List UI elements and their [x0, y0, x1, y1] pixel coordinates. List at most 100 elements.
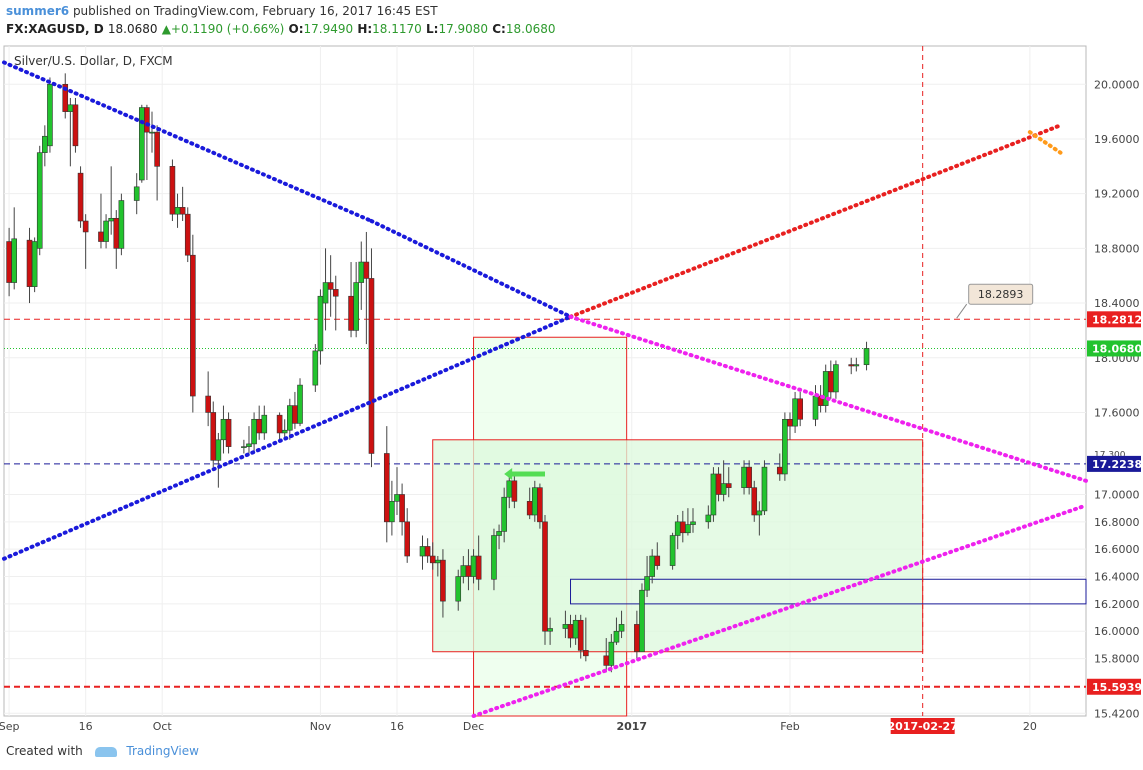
candle-body: [404, 521, 410, 557]
candle-body: [751, 487, 758, 516]
trend-line: [369, 219, 573, 319]
candle-body: [363, 261, 370, 279]
candle-body: [292, 405, 298, 424]
candle-body: [603, 655, 610, 666]
candle-body: [353, 282, 359, 331]
trend-lines: 18.2893: [2, 60, 1088, 718]
callout-label: 18.2893: [978, 288, 1024, 301]
candle-body: [139, 107, 145, 181]
x-tick-label: 16: [390, 720, 404, 733]
change-value: +0.1190 (+0.66%): [170, 22, 285, 36]
candle-body: [577, 619, 584, 651]
candle-body: [797, 398, 803, 420]
candle-body: [756, 510, 763, 516]
candle-body: [205, 395, 211, 413]
candle-body: [547, 628, 553, 632]
candle-body: [680, 521, 686, 534]
candle-body: [613, 630, 620, 643]
y-tick-label: 17.300: [1094, 450, 1126, 460]
candle-body: [782, 418, 788, 475]
low-value: 17.9080: [438, 22, 489, 36]
candle-body: [297, 384, 303, 424]
callout-pointer: [956, 303, 968, 319]
trend-line: [2, 314, 573, 561]
candle-body: [710, 473, 717, 516]
chart-frame[interactable]: 18.2893 15.4200 15.8000 16.0000 16.2000 16.4…: [0, 44, 1143, 740]
tradingview-brand[interactable]: TradingView: [126, 744, 199, 758]
level-badge: [1087, 455, 1141, 472]
created-with-text: Created with: [6, 744, 83, 758]
candle-body: [287, 405, 293, 431]
y-tick-label: 20.0000: [1094, 78, 1140, 91]
candle-body: [118, 200, 125, 249]
trend-line: [471, 503, 1088, 718]
candle-body: [389, 501, 395, 523]
x-tick-label: 2017: [616, 720, 647, 733]
trend-line: [1027, 130, 1063, 155]
candle-body: [144, 107, 150, 133]
candle-body: [327, 282, 334, 290]
candle-body: [332, 289, 339, 297]
trend-line: [568, 123, 1063, 319]
candle-body: [62, 83, 69, 112]
candle-body: [491, 535, 497, 580]
price-chart[interactable]: 18.2893 15.4200 15.8000 16.0000 16.2000 16.4…: [0, 44, 1143, 740]
x-tick-label: 16: [79, 720, 93, 733]
candle-body: [154, 131, 160, 167]
candle-body: [567, 624, 574, 639]
candle-body: [149, 131, 155, 134]
candle-body: [639, 589, 645, 653]
candle-body: [317, 295, 324, 352]
candle-body: [715, 473, 722, 495]
level-badge-label: 17.2238: [1092, 458, 1142, 471]
candle-body: [460, 565, 467, 577]
level-badge-label: 15.5939: [1092, 681, 1142, 694]
candle-body: [220, 418, 227, 441]
candle-body: [690, 521, 696, 525]
candle-body: [358, 261, 365, 283]
high-label: H:: [357, 22, 373, 36]
high-value: 18.1170: [372, 22, 422, 36]
candle-body: [312, 350, 319, 386]
candle-body: [618, 624, 625, 632]
close-label: C:: [492, 22, 506, 36]
candle-body: [746, 466, 752, 488]
up-arrow-icon: ▲: [161, 22, 171, 36]
candle-body: [42, 135, 48, 153]
candle-body: [394, 494, 400, 502]
y-tick-label: 19.6000: [1094, 133, 1140, 146]
candle-body: [348, 295, 354, 331]
low-label: L:: [425, 22, 439, 36]
candle-body: [863, 348, 870, 366]
y-tick-label: 15.8000: [1094, 653, 1140, 666]
candle-body: [853, 364, 860, 367]
ohlc-line: FX:XAGUSD, D 18.0680 ▲+0.1190 (+0.66%) O…: [6, 22, 555, 36]
y-tick-label: 16.0000: [1094, 625, 1140, 638]
candle-body: [435, 559, 441, 564]
candle-body: [848, 364, 855, 367]
x-tick-label: Feb: [780, 720, 799, 733]
candle-body: [511, 480, 518, 502]
level-badge: [1087, 340, 1141, 357]
trend-line: [568, 314, 1088, 483]
candle-body: [506, 480, 513, 498]
y-tick-label: 18.8000: [1094, 242, 1140, 255]
arrow-head: [504, 467, 513, 480]
y-tick-label: 15.4200: [1094, 707, 1140, 720]
footer: Created with TradingView: [6, 744, 199, 758]
candle-body: [113, 217, 120, 249]
candle-body: [281, 429, 288, 434]
y-tick-label: 16.2000: [1094, 598, 1140, 611]
candle-body: [531, 487, 538, 516]
candle-body: [725, 483, 732, 488]
author-link[interactable]: summer6: [6, 4, 70, 18]
candle-body: [787, 418, 793, 427]
candle-body: [669, 535, 676, 566]
candle-body: [685, 524, 691, 534]
candle-body: [225, 418, 232, 447]
candle-body: [465, 565, 472, 577]
candle-body: [6, 241, 12, 283]
zone-rectangle: [570, 578, 1087, 605]
y-tick-label: 16.8000: [1094, 516, 1140, 529]
candle-body: [72, 104, 79, 147]
